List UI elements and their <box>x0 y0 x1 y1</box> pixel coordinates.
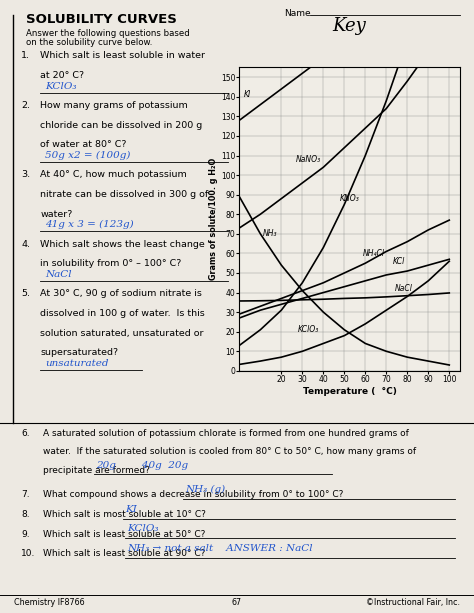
Text: NH₃: NH₃ <box>263 229 277 238</box>
Text: Name: Name <box>284 9 311 18</box>
Text: 9.: 9. <box>21 530 30 539</box>
Text: dissolved in 100 g of water.  Is this: dissolved in 100 g of water. Is this <box>40 309 205 318</box>
Text: at 20° C?: at 20° C? <box>40 71 84 80</box>
Text: Which salt shows the least change: Which salt shows the least change <box>40 240 205 249</box>
Text: 10.: 10. <box>21 549 36 558</box>
Text: precipitate are formed?: precipitate are formed? <box>43 466 149 475</box>
Text: Chemistry IF8766: Chemistry IF8766 <box>14 598 85 607</box>
Text: supersaturated?: supersaturated? <box>40 348 118 357</box>
Text: 2.: 2. <box>21 101 30 110</box>
Text: Which salt is least soluble at 50° C?: Which salt is least soluble at 50° C? <box>43 530 205 539</box>
Text: water?: water? <box>40 210 73 219</box>
Text: KClO₃: KClO₃ <box>298 326 319 334</box>
Text: solution saturated, unsaturated or: solution saturated, unsaturated or <box>40 329 204 338</box>
Text: What compound shows a decrease in solubility from 0° to 100° C?: What compound shows a decrease in solubi… <box>43 490 343 500</box>
Text: NH₃ → not a salt    ANSWER : NaCl: NH₃ → not a salt ANSWER : NaCl <box>128 544 313 553</box>
Text: KCl: KCl <box>392 257 405 266</box>
Text: 67: 67 <box>232 598 242 607</box>
Text: 1.: 1. <box>21 51 30 61</box>
Text: SOLUBILITY CURVES: SOLUBILITY CURVES <box>26 13 177 26</box>
Text: chloride can be dissolved in 200 g: chloride can be dissolved in 200 g <box>40 121 202 130</box>
Text: Answer the following questions based: Answer the following questions based <box>26 29 190 38</box>
Text: ©Instructional Fair, Inc.: ©Instructional Fair, Inc. <box>366 598 460 607</box>
Text: NH₃ (g): NH₃ (g) <box>185 485 226 494</box>
Text: At 40° C, how much potassium: At 40° C, how much potassium <box>40 170 187 180</box>
Text: on the solubility curve below.: on the solubility curve below. <box>26 38 153 47</box>
Text: KI: KI <box>244 90 251 99</box>
Text: of water at 80° C?: of water at 80° C? <box>40 140 127 150</box>
Text: water.  If the saturated solution is cooled from 80° C to 50° C, how many grams : water. If the saturated solution is cool… <box>43 447 416 457</box>
Text: 5.: 5. <box>21 289 30 299</box>
Text: NaNO₃: NaNO₃ <box>296 155 321 164</box>
Text: 50g x2 = (100g): 50g x2 = (100g) <box>45 151 130 160</box>
Text: 41g x 3 = (123g): 41g x 3 = (123g) <box>45 220 134 229</box>
Text: 7.: 7. <box>21 490 30 500</box>
Text: How many grams of potassium: How many grams of potassium <box>40 101 188 110</box>
Y-axis label: Grams of solute/100. g H₂O: Grams of solute/100. g H₂O <box>209 158 218 280</box>
Text: 8.: 8. <box>21 510 30 519</box>
Text: Key: Key <box>332 17 365 35</box>
Text: KNO₃: KNO₃ <box>340 194 360 203</box>
Text: A saturated solution of potassium chlorate is formed from one hundred grams of: A saturated solution of potassium chlora… <box>43 429 409 438</box>
X-axis label: Temperature (  °C): Temperature ( °C) <box>302 387 397 396</box>
Text: 6.: 6. <box>21 429 30 438</box>
Text: nitrate can be dissolved in 300 g of: nitrate can be dissolved in 300 g of <box>40 190 209 199</box>
Text: KI: KI <box>125 504 137 514</box>
Text: Which salt is most soluble at 10° C?: Which salt is most soluble at 10° C? <box>43 510 206 519</box>
Text: NaCl: NaCl <box>45 270 72 279</box>
Text: At 30° C, 90 g of sodium nitrate is: At 30° C, 90 g of sodium nitrate is <box>40 289 202 299</box>
Text: KClO₃: KClO₃ <box>45 82 76 91</box>
Text: 4.: 4. <box>21 240 30 249</box>
Text: NH₄Cl: NH₄Cl <box>363 249 385 258</box>
Text: 20g        40g  20g: 20g 40g 20g <box>96 460 188 470</box>
Text: in solubility from 0° – 100° C?: in solubility from 0° – 100° C? <box>40 259 182 268</box>
Text: unsaturated: unsaturated <box>45 359 109 368</box>
Text: KClO₃: KClO₃ <box>128 524 159 533</box>
Text: 3.: 3. <box>21 170 30 180</box>
Text: Which salt is least soluble at 90° C?: Which salt is least soluble at 90° C? <box>43 549 205 558</box>
Text: NaCl: NaCl <box>395 284 412 293</box>
Text: Which salt is least soluble in water: Which salt is least soluble in water <box>40 51 205 61</box>
